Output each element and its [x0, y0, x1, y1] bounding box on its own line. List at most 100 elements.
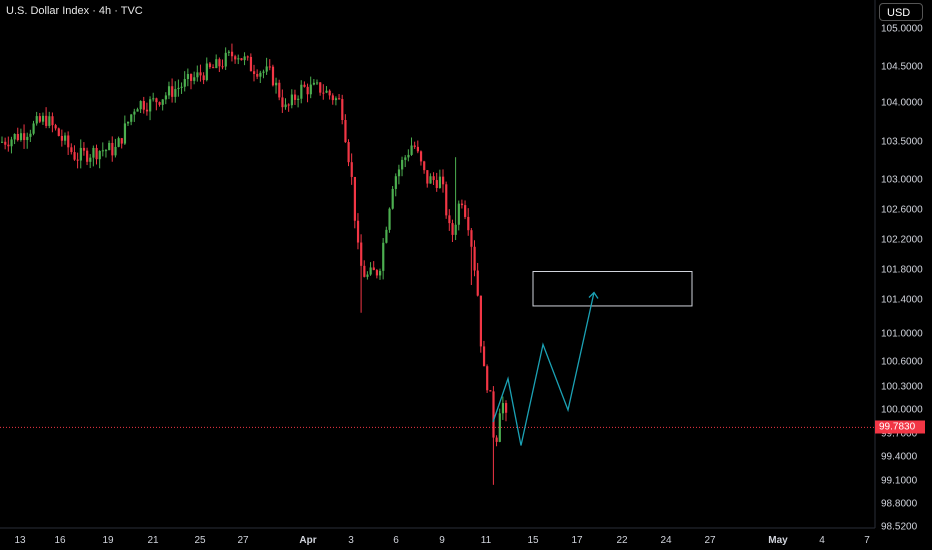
candle-down [38, 113, 41, 124]
candle-up [284, 98, 287, 110]
candle-down [482, 340, 486, 367]
candle-up [89, 154, 92, 169]
candle-up [388, 207, 391, 233]
candle-up [215, 54, 218, 69]
candle-up [300, 80, 303, 104]
candle-down [67, 131, 70, 155]
candle-up [275, 77, 278, 94]
candle-down [281, 89, 284, 113]
price-tick-label: 100.6000 [881, 356, 923, 368]
candle-down [51, 112, 54, 133]
candle-up [117, 136, 120, 148]
candle-up [369, 262, 372, 276]
time-tick-label: 15 [527, 535, 539, 546]
candle-down [303, 81, 306, 88]
candle-down [419, 150, 423, 166]
candle-up [205, 57, 208, 82]
candle-up [394, 173, 397, 197]
candle-down [350, 153, 353, 185]
candle-up [183, 71, 186, 92]
symbol-title[interactable]: U.S. Dollar Index · 4h · TVC [6, 5, 143, 17]
price-tick-label: 103.5000 [881, 136, 923, 148]
time-tick-label: 9 [439, 535, 445, 546]
candle-down [442, 169, 445, 193]
candle-down [278, 79, 281, 101]
candle-down [451, 219, 454, 243]
candle-down [492, 386, 495, 485]
price-tick-label: 102.6000 [881, 204, 923, 216]
candle-down [190, 73, 193, 90]
candle-down [293, 89, 297, 105]
projection-path[interactable] [492, 292, 595, 446]
candle-down [470, 228, 473, 285]
time-tick-label: 3 [348, 535, 354, 546]
candle-down [158, 101, 161, 107]
time-tick-label: 27 [237, 535, 249, 546]
candle-up [379, 268, 382, 280]
candle-up [136, 107, 139, 112]
candle-down [416, 140, 419, 154]
candle-up [41, 112, 45, 125]
candle-up [325, 86, 328, 94]
candle-up [316, 79, 319, 85]
time-axis[interactable]: 13 16 19 21 25 27 Apr 3 6 9 11 15 17 22 24 27 May 4 7 [0, 528, 875, 550]
candle-down [208, 61, 212, 69]
candle-down [23, 124, 26, 149]
candle-down [489, 390, 492, 392]
candle-down [338, 93, 341, 100]
time-tick-label: May [768, 535, 788, 546]
candle-down [460, 199, 464, 209]
candle-up [501, 396, 505, 420]
candle-up [79, 139, 82, 169]
candle-down [240, 57, 243, 61]
candle-up [312, 79, 316, 86]
candle-up [149, 96, 152, 121]
candle-down [413, 141, 416, 149]
candle-up [161, 99, 164, 111]
candle-down [287, 103, 290, 112]
candle-down [353, 176, 356, 229]
candle-up [401, 156, 404, 177]
candle-up [407, 149, 410, 162]
candle-up [224, 47, 227, 70]
candle-up [64, 132, 67, 145]
currency-button[interactable]: USD [879, 3, 923, 21]
candle-down [145, 102, 149, 116]
candle-up [104, 148, 108, 158]
candle-up [123, 115, 127, 145]
price-tick-label: 98.5200 [881, 521, 918, 533]
candle-up [262, 69, 265, 79]
candle-down [142, 96, 145, 114]
candle-down [341, 94, 344, 125]
time-tick-label: 27 [704, 535, 716, 546]
time-tick-label: 16 [54, 535, 66, 546]
price-tick-label: 100.3000 [881, 381, 923, 393]
price-tick-label: 99.4000 [881, 451, 918, 463]
candle-down [7, 136, 10, 152]
candle-up [13, 133, 16, 145]
price-tick-label: 105.0000 [881, 23, 923, 35]
candle-down [432, 172, 435, 185]
candle-down [16, 127, 19, 142]
price-tick-label: 103.0000 [881, 174, 923, 186]
candle-down [202, 72, 205, 85]
price-axis[interactable]: 105.0000 104.5000 104.0000 103.5000 103.0000… [875, 0, 932, 550]
candle-up [243, 52, 246, 66]
time-tick-label: 7 [864, 535, 870, 546]
target-zone-box[interactable] [532, 271, 693, 307]
candle-up [92, 145, 95, 167]
candle-down [495, 435, 498, 447]
chart-area[interactable] [0, 0, 876, 529]
price-tick-label: 104.5000 [881, 61, 923, 73]
candle-down [256, 69, 259, 80]
candle-up [382, 238, 385, 280]
candle-down [221, 59, 224, 70]
price-tick-label: 101.4000 [881, 294, 923, 306]
candle-up [114, 138, 117, 158]
candle-up [309, 76, 312, 99]
price-tick-label: 99.7000 [881, 428, 918, 440]
candle-up [227, 50, 230, 56]
candle-up [1, 136, 4, 144]
candle-up [265, 57, 268, 75]
